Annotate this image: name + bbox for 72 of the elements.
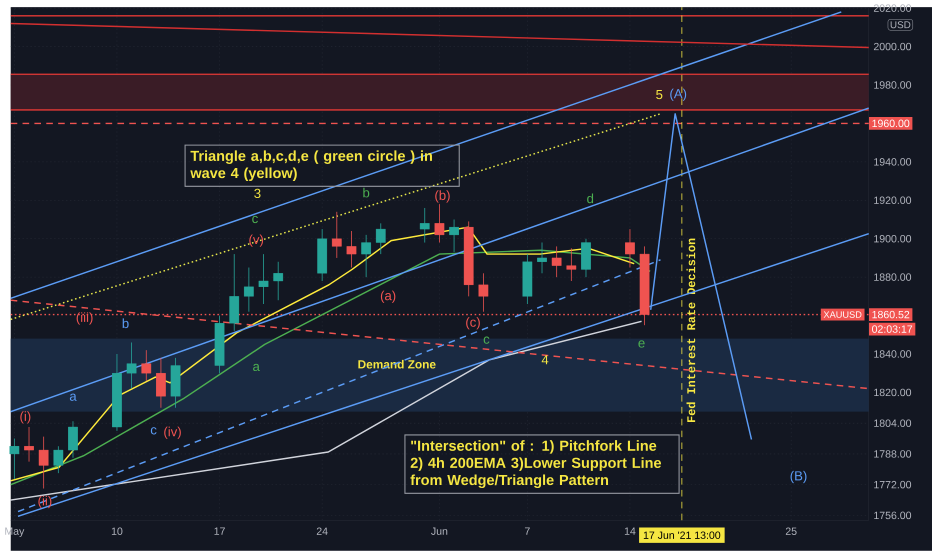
x-tick-label: 7 [524, 528, 530, 535]
y-tick-label: 1980.00 [874, 81, 912, 89]
x-tick-label: 14 [624, 528, 636, 535]
y-tick-label: 1756.00 [874, 512, 912, 520]
y-tick-label: 1788.00 [874, 450, 912, 458]
candlestick [566, 248, 576, 282]
candlestick [346, 230, 356, 268]
y-tick-label: 1840.00 [874, 350, 912, 358]
y-tick-label: 1804.00 [874, 420, 912, 427]
x-tick-label: 10 [112, 528, 122, 536]
candlestick [141, 350, 152, 382]
candlestick [156, 358, 166, 408]
annotation: (iv) [164, 426, 181, 439]
annotation: 5 [656, 90, 662, 100]
y-tick-label: 1940.00 [874, 158, 912, 166]
y-tick-label: 1772.00 [874, 481, 912, 488]
annotation: c [150, 427, 157, 435]
candlestick [478, 272, 488, 312]
y-tick-label: 1880.00 [874, 273, 912, 281]
annotation: 3 [254, 188, 261, 198]
annotation: b [363, 188, 370, 198]
annotation: (B) [790, 470, 806, 484]
annotation: a [253, 364, 260, 372]
annotation: a [70, 394, 77, 401]
annotation: (iii) [76, 312, 93, 325]
candlestick [258, 254, 268, 304]
annotation: c [252, 216, 258, 224]
candlestick [68, 420, 78, 458]
candlestick [625, 228, 635, 268]
candlestick [434, 204, 444, 244]
annotation: "Intersection" of : 1) Pitchfork Line 2) 4h 200EMA 3)Lower Support Line from Wedge/Triangle Pattern [410, 440, 662, 488]
candlestick [537, 242, 547, 274]
annotation: b [122, 318, 129, 328]
y-tick-label: 1920.00 [874, 196, 912, 204]
candlestick [376, 223, 386, 255]
candlestick [53, 446, 64, 474]
annotation: (A) [670, 88, 686, 101]
annotation: (i) [20, 411, 30, 424]
annotation: (c) [466, 317, 480, 330]
annotation: d [587, 194, 594, 204]
candlestick [449, 219, 459, 253]
candlestick [24, 426, 34, 462]
x-tick-label: 17 [214, 528, 225, 535]
band-label: Demand Zone [358, 360, 436, 369]
ref-line-label: 1960.00 [872, 120, 910, 128]
candlestick [552, 246, 562, 278]
x-tick-label: 17 Jun '21 13:00 [644, 532, 720, 539]
y-tick-label: 1820.00 [874, 388, 912, 396]
candlestick [126, 342, 137, 390]
text: 02:03:17 [872, 325, 912, 333]
candlestick [244, 267, 254, 312]
y-tick-label: 1900.00 [874, 235, 912, 243]
y-tick-label: 2000.00 [874, 42, 912, 50]
annotation: XAUUSD [824, 311, 862, 318]
annotation: 4 [542, 355, 548, 364]
candlestick [361, 234, 372, 278]
x-tick-label: Jun [431, 528, 448, 535]
ref-line-label: 1860.52 [872, 310, 910, 318]
annotation: e [638, 340, 645, 348]
candlestick [9, 438, 20, 480]
ref-line-label: Fed Interest Rate Decision [686, 238, 696, 422]
candlestick [420, 208, 430, 244]
candlestick [38, 436, 49, 489]
y-axis-title: USD [890, 21, 910, 28]
annotation: c [484, 336, 490, 344]
candlestick [273, 261, 284, 301]
x-tick-label: 25 [786, 528, 797, 536]
x-tick-label: 24 [316, 528, 328, 535]
candlestick [332, 211, 342, 258]
annotation: (a) [380, 290, 396, 303]
annotation: (b) [435, 190, 450, 203]
annotation: (v) [249, 234, 264, 247]
